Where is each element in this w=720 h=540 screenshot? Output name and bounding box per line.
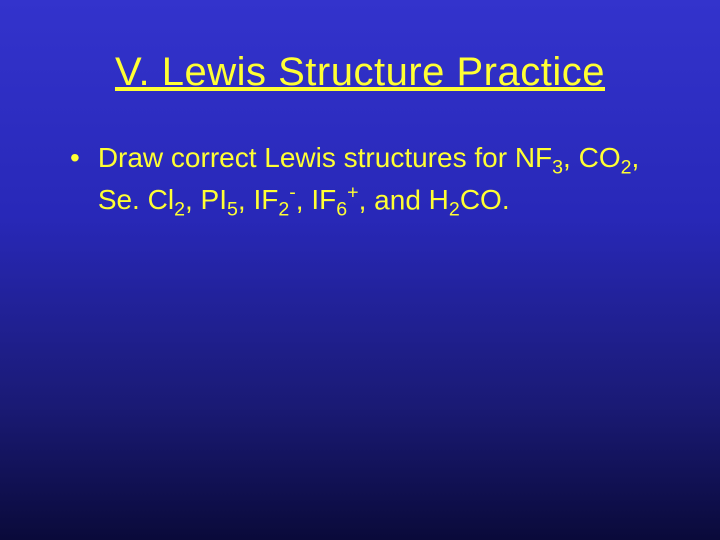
formula-if6plus: IF6+ (311, 184, 358, 215)
formula-nf3: NF3 (515, 142, 563, 173)
bullet-marker: • (70, 140, 80, 176)
separator: , (238, 184, 254, 215)
slide-background: V. Lewis Structure Practice • Draw corre… (0, 0, 720, 540)
formula-h2co: H2CO. (429, 184, 510, 215)
separator: , (185, 184, 201, 215)
bullet-text: Draw correct Lewis structures for NF3, C… (98, 140, 660, 223)
slide-title: V. Lewis Structure Practice (60, 50, 660, 95)
separator: , (632, 142, 640, 173)
last-connector: , and (359, 184, 429, 215)
bullet-prefix: Draw correct Lewis structures for (98, 142, 515, 173)
formula-if2minus: IF2- (253, 184, 295, 215)
formula-co2: CO2 (579, 142, 632, 173)
separator: , (296, 184, 312, 215)
separator: , (563, 142, 579, 173)
bullet-item: • Draw correct Lewis structures for NF3,… (60, 140, 660, 223)
formula-secl2: Se. Cl2 (98, 184, 185, 215)
formula-pi5: PI5 (201, 184, 238, 215)
